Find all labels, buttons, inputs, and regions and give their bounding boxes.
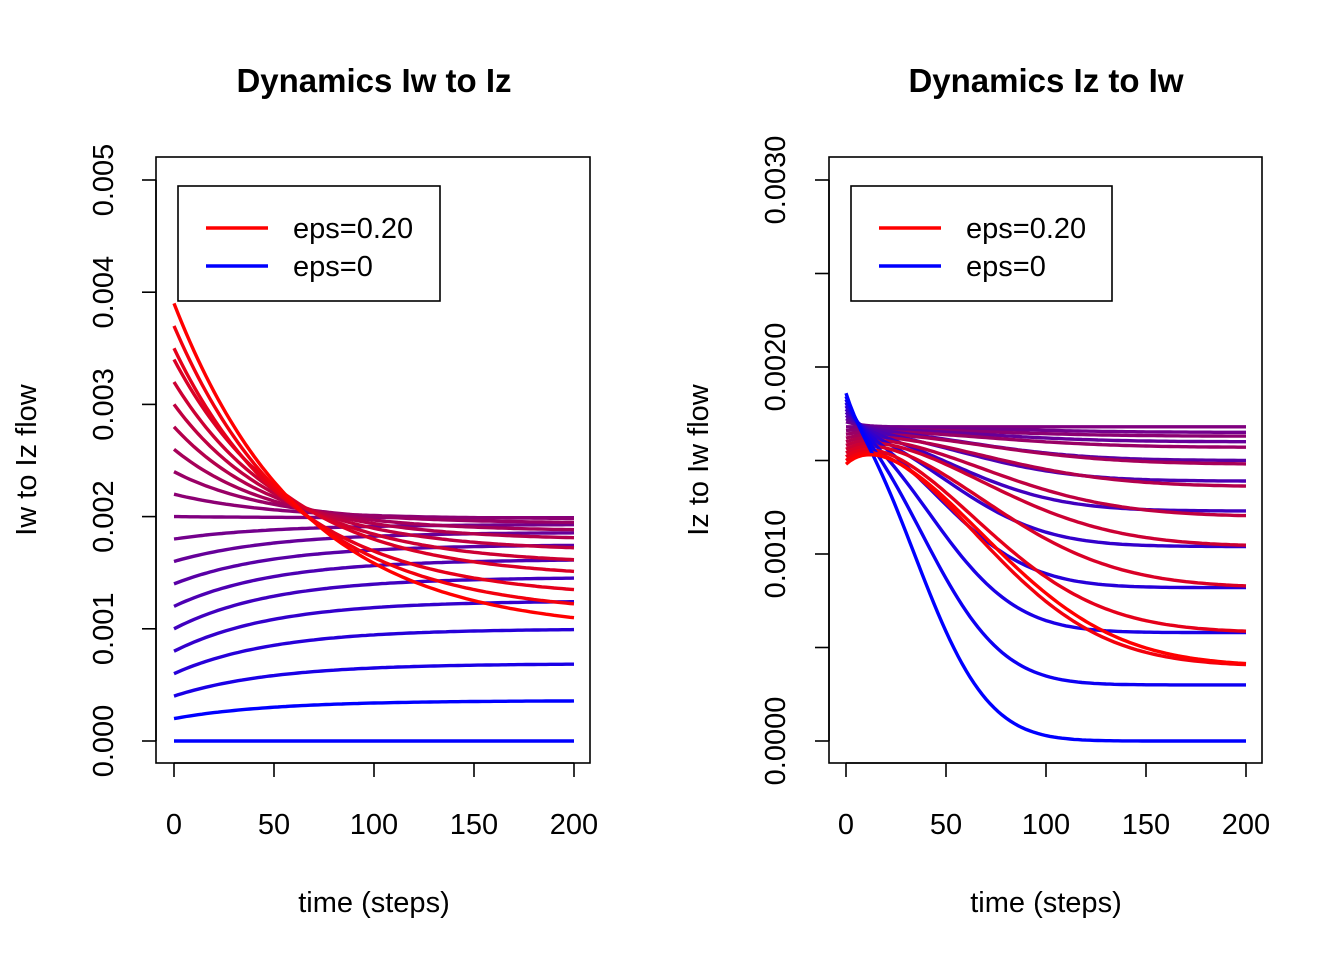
- y-tick-label: 0.0000: [760, 697, 792, 786]
- series-line: [844, 452, 1247, 666]
- series-line: [173, 523, 574, 541]
- y-tick-label: 0.000: [88, 705, 120, 778]
- y-tick-label: 0.0030: [760, 136, 792, 225]
- series-line: [173, 600, 574, 653]
- series-line: [844, 408, 1246, 513]
- legend-label: eps=0.20: [966, 213, 1086, 245]
- series-line: [845, 430, 1246, 449]
- series-line: [172, 381, 575, 562]
- panel-iz-to-iw: Dynamics Iz to Iw 0 50 100 150 200 time (steps…: [683, 62, 1270, 919]
- legend-label: eps=0.20: [293, 213, 413, 245]
- series-line: [845, 441, 1247, 547]
- y-tick-label: 0.002: [88, 480, 120, 553]
- series-line: [845, 432, 1247, 466]
- series-line: [173, 576, 575, 631]
- series-line: [172, 425, 575, 540]
- x-tick-label: 0: [838, 809, 854, 841]
- series-line: [173, 662, 574, 698]
- legend-box: [177, 185, 441, 302]
- legend: eps=0.20 eps=0: [177, 185, 441, 302]
- series-line: [845, 435, 1247, 488]
- x-tick-label: 200: [1222, 809, 1270, 841]
- chart-title: Dynamics Iz to Iw: [908, 62, 1183, 99]
- series-line: [845, 438, 1246, 518]
- series-line: [844, 398, 1246, 635]
- x-tick-label: 100: [1022, 809, 1070, 841]
- y-tick-label: 0.003: [88, 368, 120, 441]
- y-axis-label: Iw to Iz flow: [11, 383, 43, 536]
- series-line: [845, 420, 1246, 434]
- x-tick-label: 150: [450, 809, 498, 841]
- x-tick-label: 0: [166, 809, 182, 841]
- y-tick-label: 0.005: [88, 144, 120, 217]
- series-line: [172, 302, 575, 620]
- x-tick-label: 200: [550, 809, 598, 841]
- legend-box: [850, 185, 1113, 302]
- series-line: [845, 417, 1246, 444]
- y-tick-label: 0.0010: [760, 510, 792, 599]
- series-line: [845, 444, 1247, 588]
- y-tick-label: 0.0020: [760, 323, 792, 412]
- series-line: [173, 699, 575, 721]
- x-axis-label: time (steps): [970, 887, 1121, 919]
- series-line: [844, 392, 1246, 743]
- legend-label: eps=0: [293, 251, 373, 283]
- series-line: [844, 395, 1246, 687]
- series-line: [173, 531, 575, 564]
- x-tick-label: 50: [258, 809, 290, 841]
- series-line: [172, 403, 575, 550]
- y-axis-label: Iz to Iw flow: [683, 383, 715, 536]
- x-axis-label: time (steps): [298, 887, 449, 919]
- series-line: [173, 558, 574, 608]
- legend: eps=0.20 eps=0: [850, 185, 1113, 302]
- x-tick-label: 100: [350, 809, 398, 841]
- series-line: [173, 627, 575, 676]
- y-tick-label: 0.001: [88, 593, 120, 666]
- series-line: [172, 447, 575, 532]
- panel-iw-to-iz: Dynamics Iw to Iz 0 50 100 150 200 time (steps…: [11, 62, 598, 919]
- x-tick-label: 150: [1122, 809, 1170, 841]
- x-tick-label: 50: [930, 809, 962, 841]
- series-line: [172, 347, 575, 592]
- series-line: [172, 325, 575, 606]
- y-tick-label: 0.004: [88, 256, 120, 329]
- series-line: [173, 470, 575, 525]
- series-line: [845, 447, 1247, 633]
- legend-label: eps=0: [966, 251, 1046, 283]
- chart-title: Dynamics Iw to Iz: [236, 62, 511, 99]
